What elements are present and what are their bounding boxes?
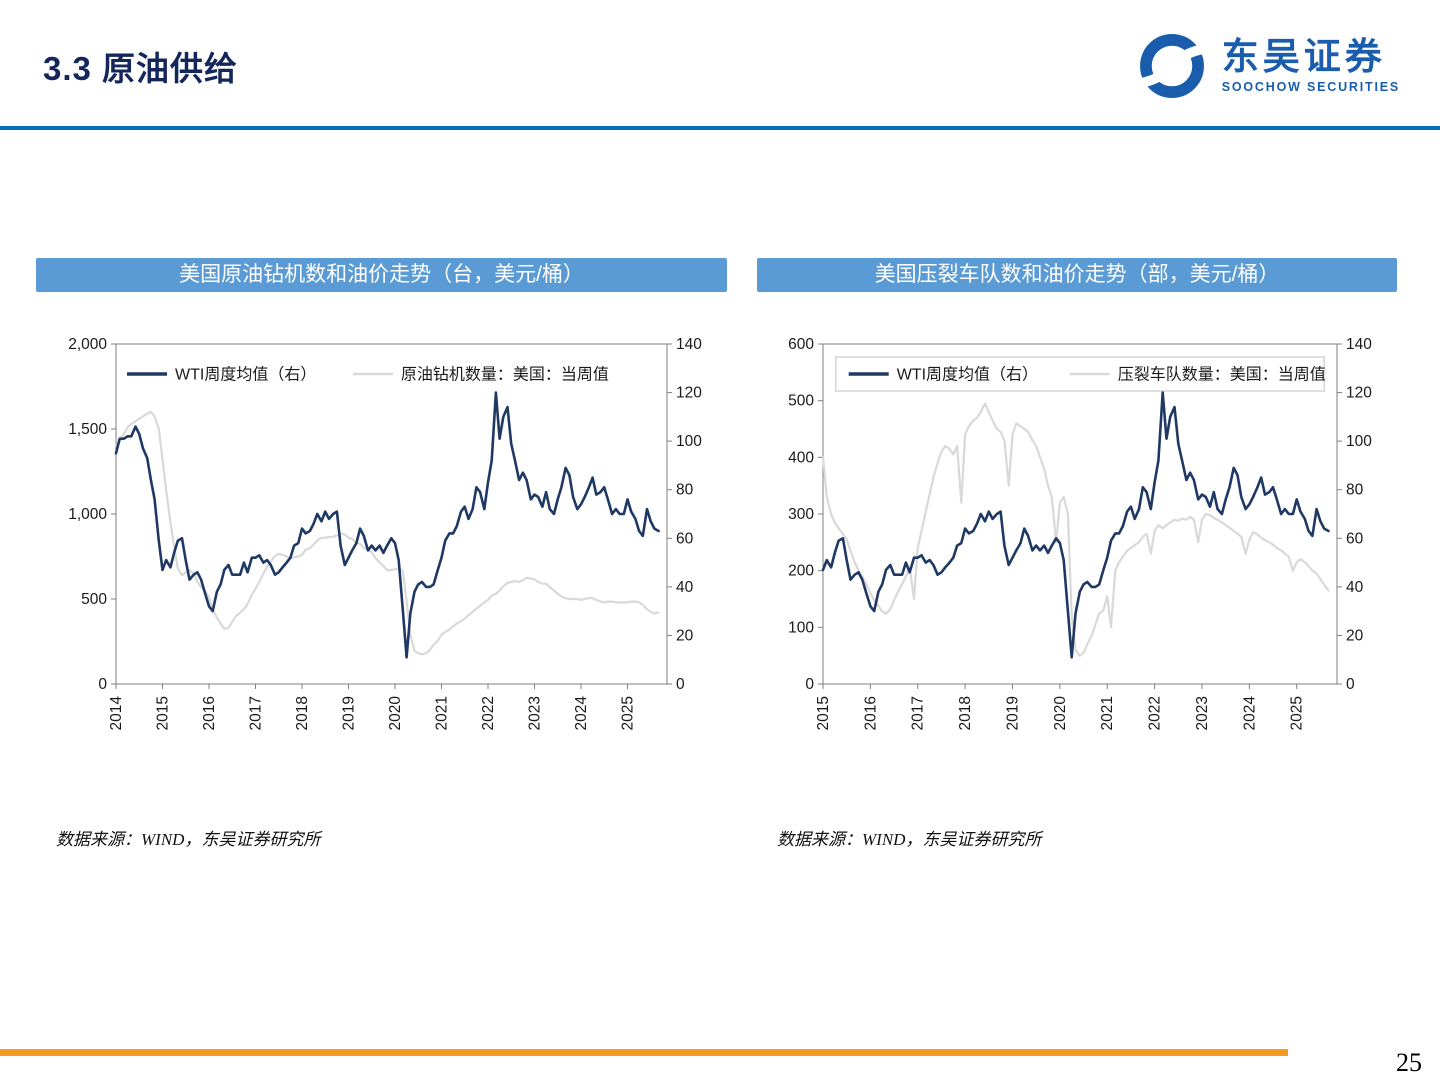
svg-text:0: 0 (805, 676, 814, 693)
svg-text:600: 600 (788, 336, 814, 353)
svg-text:2025: 2025 (1289, 696, 1306, 730)
svg-text:300: 300 (788, 506, 814, 523)
svg-text:2025: 2025 (619, 696, 636, 730)
series-line-right (114, 391, 660, 659)
svg-text:2015: 2015 (154, 696, 171, 730)
svg-text:0: 0 (1346, 676, 1355, 693)
logo-text: 东吴证券 SOOCHOW SECURITIES (1221, 36, 1400, 94)
svg-text:80: 80 (676, 482, 694, 499)
svg-text:100: 100 (1346, 433, 1372, 450)
slide-header: 3.3 原油供给 东吴证券 SOOCHOW SECURITIES (0, 0, 1440, 126)
svg-text:2,000: 2,000 (68, 336, 107, 353)
header-divider (0, 126, 1440, 130)
data-source-note-left: 数据来源：WIND，东吴证券研究所 (56, 830, 321, 849)
svg-text:1,500: 1,500 (68, 421, 107, 438)
chart-svg: 0 100 200 300 400 500 600 0 20 40 60 80 100 120 140 201… (788, 336, 1372, 730)
svg-text:0: 0 (98, 676, 107, 693)
svg-text:60: 60 (1346, 530, 1364, 547)
svg-text:500: 500 (788, 393, 814, 410)
svg-text:2017: 2017 (247, 696, 264, 730)
legend-label: WTI周度均值（右） (897, 366, 1038, 384)
logo-name: 东吴证券 (1221, 36, 1386, 78)
page-title: 3.3 原油供给 (43, 50, 239, 87)
svg-text:40: 40 (676, 579, 694, 596)
svg-text:0: 0 (676, 676, 685, 693)
data-source-note-right: 数据来源：WIND，东吴证券研究所 (777, 830, 1042, 849)
svg-text:2018: 2018 (957, 696, 974, 730)
svg-text:140: 140 (1346, 336, 1372, 353)
svg-text:120: 120 (676, 385, 702, 402)
x-axis: 2015 2016 2017 2018 2019 2020 2021 2022 2023 2024… (815, 684, 1306, 730)
svg-text:20: 20 (1346, 627, 1364, 644)
svg-text:2022: 2022 (1147, 696, 1164, 730)
svg-text:2019: 2019 (1004, 696, 1021, 730)
svg-text:120: 120 (1346, 385, 1372, 402)
page-number: 25 (1396, 1048, 1422, 1077)
svg-text:400: 400 (788, 449, 814, 466)
chart-title-bar-rigs: 美国原油钻机数和油价走势（台，美元/桶） (36, 258, 727, 292)
soochow-logo-icon (1135, 34, 1208, 98)
svg-text:80: 80 (1346, 482, 1364, 499)
svg-text:2022: 2022 (480, 696, 497, 730)
svg-text:2023: 2023 (1194, 696, 1211, 730)
series-line-left (821, 402, 1330, 657)
svg-text:2020: 2020 (387, 696, 404, 731)
svg-text:2019: 2019 (340, 696, 357, 730)
svg-text:20: 20 (676, 627, 694, 644)
legend-label: 原油钻机数量：美国：当周值 (401, 366, 609, 384)
plot-border (822, 343, 1338, 685)
svg-text:140: 140 (676, 336, 702, 353)
svg-text:2024: 2024 (573, 696, 590, 731)
legend-label: WTI周度均值（右） (175, 366, 316, 384)
chart-svg: 0 500 1,000 1,500 2,000 0 20 40 60 80 100 120 140 201… (68, 336, 702, 730)
panel-frac-spread: 美国压裂车队数和油价走势（部，美元/桶） 0 100 200 300 400 500 600… (757, 258, 1397, 850)
frac-price-chart: 0 100 200 300 400 500 600 0 20 40 60 80 100 120 140 201… (757, 318, 1397, 793)
content: 美国原油钻机数和油价走势（台，美元/桶） 0 500 1,000 1,500 2,000… (0, 130, 1440, 850)
legend: WTI周度均值（右） 原油钻机数量：美国：当周值 (127, 366, 609, 384)
legend: WTI周度均值（右） 压裂车队数量：美国：当周值 (848, 366, 1326, 384)
soochow-logo: 东吴证券 SOOCHOW SECURITIES (1135, 30, 1400, 102)
svg-text:200: 200 (788, 563, 814, 580)
svg-text:500: 500 (81, 591, 107, 608)
svg-text:100: 100 (676, 433, 702, 450)
svg-text:2021: 2021 (1099, 696, 1116, 730)
left-axis: 0 500 1,000 1,500 2,000 (68, 336, 116, 693)
right-axis: 0 20 40 60 80 100 120 140 (667, 336, 702, 693)
svg-text:2021: 2021 (433, 696, 450, 730)
left-axis: 0 100 200 300 400 500 600 (788, 336, 823, 693)
svg-text:1,000: 1,000 (68, 506, 107, 523)
svg-text:100: 100 (788, 619, 814, 636)
legend-label: 压裂车队数量：美国：当周值 (1118, 366, 1326, 384)
logo-subtitle: SOOCHOW SECURITIES (1221, 79, 1400, 94)
svg-text:2016: 2016 (862, 696, 879, 730)
svg-text:2020: 2020 (1052, 696, 1069, 731)
footer-accent-bar (0, 1049, 1288, 1056)
svg-text:2018: 2018 (294, 696, 311, 730)
svg-text:2015: 2015 (815, 696, 832, 730)
series-line-left (114, 410, 660, 656)
svg-text:60: 60 (676, 530, 694, 547)
right-axis: 0 20 40 60 80 100 120 140 (1337, 336, 1372, 693)
panel-rig-count: 美国原油钻机数和油价走势（台，美元/桶） 0 500 1,000 1,500 2,000… (36, 258, 727, 850)
chart-title-bar-frac: 美国压裂车队数和油价走势（部，美元/桶） (757, 258, 1397, 292)
rig-price-chart: 0 500 1,000 1,500 2,000 0 20 40 60 80 100 120 140 201… (36, 318, 727, 793)
x-axis: 2014 2015 2016 2017 2018 2019 2020 2021 2022 2023… (108, 684, 636, 730)
svg-text:2024: 2024 (1241, 696, 1258, 731)
svg-text:2016: 2016 (201, 696, 218, 730)
series-line-right (821, 391, 1330, 659)
plot-border (115, 343, 668, 685)
svg-text:2014: 2014 (108, 696, 125, 731)
svg-text:2023: 2023 (526, 696, 543, 730)
svg-text:40: 40 (1346, 579, 1364, 596)
svg-text:2017: 2017 (910, 696, 927, 730)
